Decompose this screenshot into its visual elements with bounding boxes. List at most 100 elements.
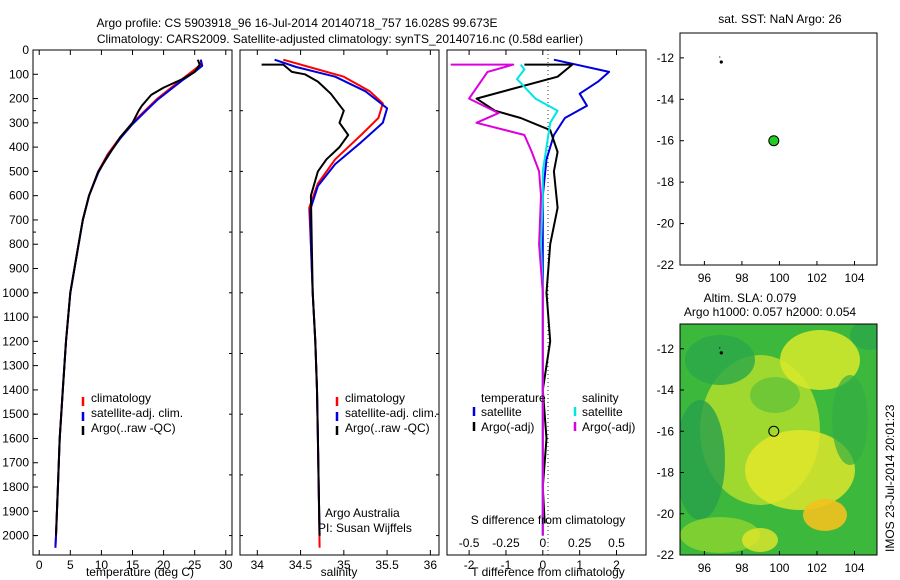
x-tick-label: -1	[501, 558, 512, 572]
map-x-tick-label: 104	[844, 271, 864, 285]
track-point	[719, 351, 723, 355]
y-tick-label: 700	[9, 213, 29, 227]
y-tick-label: 800	[9, 237, 29, 251]
x-tick-label: 1	[576, 558, 583, 572]
y-tick-label: 1700	[2, 456, 29, 470]
sst-map-axes	[679, 32, 878, 266]
x-tick-label: 25	[188, 558, 202, 572]
x-tick-label: 34.5	[289, 558, 313, 572]
x-tick-label: 5	[67, 558, 74, 572]
temperature-axes	[32, 49, 233, 556]
series-line-argo-raw-qc-	[55, 59, 201, 536]
top-x-tick-label: 0	[539, 536, 546, 550]
x-tick-label: 10	[95, 558, 109, 572]
legend-satellite-adj: satellite-adj. clim.	[345, 406, 437, 420]
series-line-argo-adj-t	[475, 63, 574, 524]
y-tick-label: 2000	[2, 529, 29, 543]
legend-climatology: climatology	[91, 391, 151, 405]
series-line-satellite-adj-clim-	[274, 58, 389, 536]
y-tick-label: 1100	[3, 310, 29, 324]
difference-axes	[446, 49, 647, 556]
legend-satellite-t: satellite	[481, 405, 522, 419]
series-line-argo-raw-qc-	[261, 63, 350, 536]
sla-map-title-2: Argo h1000: 0.057 h2000: 0.054	[684, 305, 856, 319]
salinity-axes	[239, 49, 440, 556]
legend-satellite-adj: satellite-adj. clim.	[91, 406, 183, 420]
y-tick-label: 1900	[2, 504, 29, 518]
legend-temperature-title: temperature	[481, 391, 546, 405]
difference-legend: temperature salinity satellite Argo(-adj…	[472, 391, 635, 434]
y-tick-label: 1200	[2, 334, 29, 348]
top-x-tick-label: 0.25	[568, 536, 592, 550]
y-tick-label: 900	[9, 262, 29, 276]
y-tick-label: 1000	[2, 286, 29, 300]
map-y-tick-label: -22	[657, 548, 675, 562]
y-tick-label: 1600	[2, 431, 29, 445]
y-tick-label: 1300	[2, 359, 29, 373]
map-y-tick-label: -14	[657, 92, 675, 106]
x-tick-label: 15	[126, 558, 140, 572]
series-line-satellite-t	[541, 58, 611, 536]
legend-argo: Argo(..raw -QC)	[91, 421, 176, 435]
map-x-tick-label: 98	[735, 561, 749, 575]
temperature-xlabel: temperature (deg C)	[86, 565, 194, 579]
y-tick-label: 100	[9, 67, 29, 81]
sla-map-title-1: Altim. SLA: 0.079	[704, 291, 797, 305]
sla-map-panel: Altim. SLA: 0.079 Argo h1000: 0.057 h200…	[657, 291, 878, 575]
map-y-tick-label: -16	[657, 134, 675, 148]
map-y-tick-label: -20	[657, 217, 675, 231]
y-tick-label: 300	[9, 116, 29, 130]
series-line-argo-adj-s	[450, 63, 544, 536]
float-position-marker	[768, 135, 780, 147]
title-line-1: Argo profile: CS 5903918_96 16-Jul-2014 …	[97, 16, 498, 30]
track-point	[719, 60, 723, 64]
map-x-tick-label: 96	[698, 561, 712, 575]
y-tick-label: 400	[9, 140, 29, 154]
map-x-tick-label: 98	[735, 271, 749, 285]
track-point-small	[719, 56, 721, 58]
annotation-pi: PI: Susan Wijffels	[318, 521, 412, 535]
top-x-tick-label: -0.5	[459, 536, 480, 550]
map-x-tick-label: 104	[844, 561, 864, 575]
x-tick-label: 0	[539, 558, 546, 572]
y-tick-label: 500	[9, 164, 29, 178]
difference-panel: -2 -1 0 1 2 -0.5 -0.25 0 0.25 0.5 T difference f…	[446, 49, 647, 579]
y-tick-label: 1500	[2, 407, 29, 421]
side-timestamp: IMOS 23-Jul-2014 20:01:23	[883, 404, 897, 552]
float-position-marker	[768, 425, 780, 437]
y-tick-label: 600	[9, 189, 29, 203]
top-x-tick-label: 0.5	[608, 536, 625, 550]
series-line-climatology	[54, 59, 202, 548]
x-tick-label: 0	[36, 558, 43, 572]
difference-top-xlabel: S difference from climatology	[471, 513, 626, 527]
map-x-tick-label: 100	[769, 561, 789, 575]
sla-map-axes	[679, 323, 878, 556]
sst-map-panel: sat. SST: NaN Argo: 26 96 98 100 102 104 -12…	[657, 12, 878, 285]
x-tick-label: 34	[251, 558, 265, 572]
map-x-tick-label: 100	[769, 271, 789, 285]
salinity-xlabel: salinity	[321, 565, 358, 579]
title-line-2: Climatology: CARS2009. Satellite-adjuste…	[97, 32, 583, 46]
salinity-legend: climatology satellite-adj. clim. Argo(..…	[335, 391, 437, 435]
x-tick-label: 35	[337, 558, 351, 572]
map-x-tick-label: 96	[698, 271, 712, 285]
sla-heatmap	[680, 324, 877, 555]
annotation-argo-australia: Argo Australia	[325, 506, 400, 520]
y-tick-label: 1800	[2, 480, 29, 494]
map-y-tick-label: -22	[657, 258, 675, 272]
temperature-legend: climatology satellite-adj. clim. Argo(..…	[81, 391, 183, 435]
y-tick-label: 200	[9, 92, 29, 106]
map-y-tick-label: -18	[657, 466, 675, 480]
legend-argo-t: Argo(-adj)	[481, 420, 534, 434]
map-y-tick-label: -12	[657, 342, 675, 356]
legend-satellite-s: satellite	[582, 405, 623, 419]
x-tick-label: -2	[464, 558, 475, 572]
track-point-small	[719, 347, 721, 349]
map-x-tick-label: 102	[807, 561, 827, 575]
map-x-tick-label: 102	[807, 271, 827, 285]
x-tick-label: 36	[424, 558, 438, 572]
y-tick-label: 1400	[2, 383, 29, 397]
salinity-panel: 34 34.5 35 35.5 36 salinity climatology sate…	[239, 49, 440, 579]
legend-argo: Argo(..raw -QC)	[345, 421, 430, 435]
